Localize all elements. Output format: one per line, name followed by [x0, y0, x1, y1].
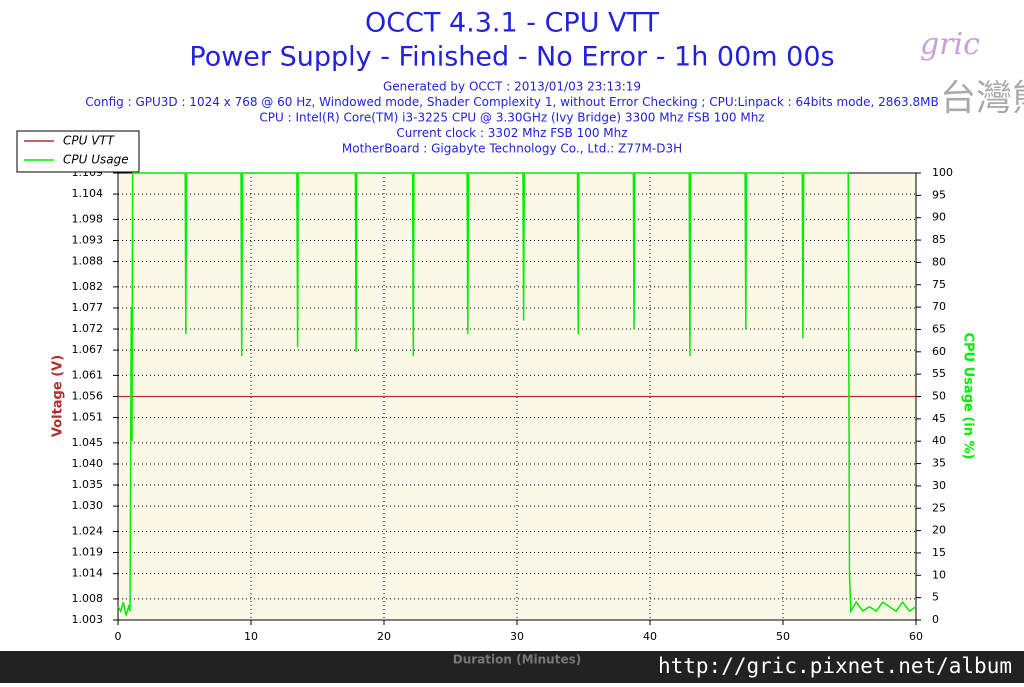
- y2-tick-label: 10: [932, 568, 946, 581]
- y2-tick-label: 45: [932, 412, 946, 425]
- y2-tick-label: 0: [932, 613, 939, 626]
- y-tick-label: 1.098: [72, 212, 104, 225]
- y2-tick-label: 75: [932, 278, 946, 291]
- y-tick-label: 1.104: [72, 187, 104, 200]
- y2-tick-label: 100: [932, 166, 953, 179]
- y-axis-label: Voltage (V): [51, 355, 66, 437]
- y-tick-label: 1.045: [72, 436, 104, 449]
- y2-tick-label: 50: [932, 390, 946, 403]
- info-line: CPU : Intel(R) Core(TM) i3-3225 CPU @ 3.…: [259, 111, 764, 125]
- logo-sub: 台灣熊: [940, 78, 1024, 119]
- x-tick-label: 10: [244, 630, 258, 643]
- y-tick-label: 1.072: [72, 322, 104, 335]
- y-tick-label: 1.003: [72, 613, 104, 626]
- y-tick-label: 1.056: [72, 390, 104, 403]
- watermark: http://gric.pixnet.net/album: [658, 654, 1012, 678]
- y-tick-label: 1.077: [72, 301, 104, 314]
- y-tick-label: 1.088: [72, 255, 104, 268]
- info-line: Current clock : 3302 Mhz FSB 100 Mhz: [396, 126, 627, 140]
- x-tick-label: 50: [776, 630, 790, 643]
- y2-tick-label: 90: [932, 211, 946, 224]
- y2-tick-label: 35: [932, 457, 946, 470]
- watermark-bar: [0, 651, 1024, 683]
- x-axis-label: Duration (Minutes): [453, 653, 581, 667]
- y-tick-label: 1.035: [72, 478, 104, 491]
- y-tick-label: 1.024: [72, 524, 104, 537]
- y-tick-label: 1.067: [72, 343, 104, 356]
- series-line: [117, 172, 917, 616]
- y2-tick-label: 40: [932, 434, 946, 447]
- y-tick-label: 1.051: [72, 411, 104, 424]
- x-tick-label: 30: [510, 630, 524, 643]
- y2-tick-label: 15: [932, 546, 946, 559]
- y2-tick-label: 80: [932, 255, 946, 268]
- info-line: MotherBoard : Gigabyte Technology Co., L…: [342, 142, 682, 156]
- y-tick-label: 1.061: [72, 368, 104, 381]
- y-tick-label: 1.008: [72, 592, 104, 605]
- y2-tick-label: 70: [932, 300, 946, 313]
- y2-tick-label: 85: [932, 233, 946, 246]
- chart-title: OCCT 4.3.1 - CPU VTT: [365, 8, 660, 39]
- y2-tick-label: 65: [932, 322, 946, 335]
- y2-tick-label: 60: [932, 345, 946, 358]
- x-tick-label: 0: [115, 630, 122, 643]
- info-line: Generated by OCCT : 2013/01/03 23:13:19: [383, 80, 641, 94]
- legend-label: CPU Usage: [63, 153, 129, 167]
- y-tick-label: 1.093: [72, 233, 104, 246]
- x-tick-label: 60: [909, 630, 923, 643]
- legend-box: [16, 130, 140, 173]
- y-tick-label: 1.030: [72, 499, 104, 512]
- y-tick-label: 1.019: [72, 546, 104, 559]
- x-tick-label: 20: [377, 630, 391, 643]
- y2-tick-label: 25: [932, 501, 946, 514]
- y2-tick-label: 55: [932, 367, 946, 380]
- y2-tick-label: 20: [932, 524, 946, 537]
- y2-tick-label: 30: [932, 479, 946, 492]
- x-tick-label: 40: [643, 630, 657, 643]
- info-line: Config : GPU3D : 1024 x 768 @ 60 Hz, Win…: [85, 95, 938, 109]
- legend-label: CPU VTT: [63, 134, 116, 148]
- chart-subtitle: Power Supply - Finished - No Error - 1h …: [189, 42, 834, 73]
- logo: gric: [920, 27, 980, 62]
- y2-tick-label: 95: [932, 188, 946, 201]
- y-tick-label: 1.040: [72, 457, 104, 470]
- y2-tick-label: 5: [932, 591, 939, 604]
- y-tick-label: 1.014: [72, 567, 104, 580]
- y2-axis-label: CPU Usage (in %): [961, 332, 976, 459]
- y-tick-label: 1.082: [72, 280, 104, 293]
